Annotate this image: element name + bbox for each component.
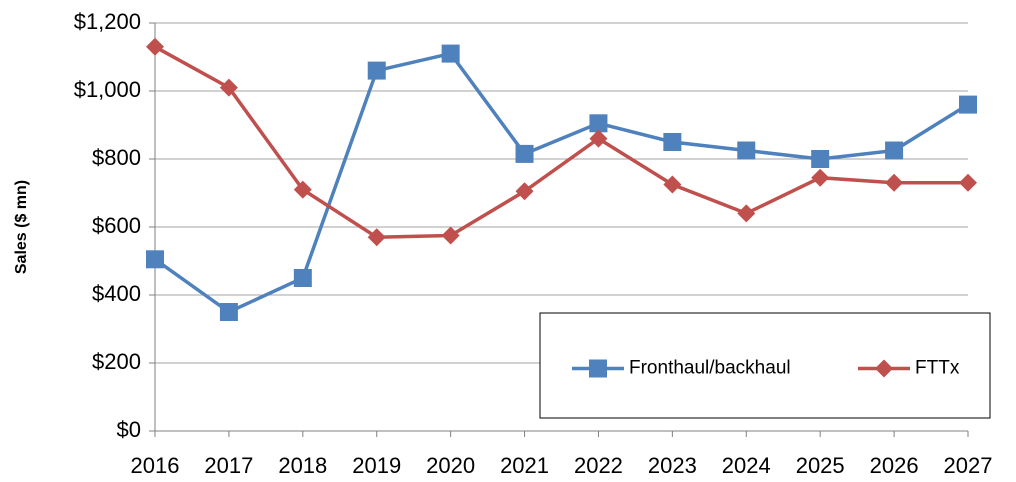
y-tick-label: $400 [92, 281, 141, 306]
x-tick-label: 2019 [352, 453, 401, 478]
marker [885, 173, 904, 192]
marker [959, 95, 977, 114]
marker [293, 180, 312, 199]
marker [811, 150, 830, 168]
marker [959, 173, 977, 192]
legend-label: Fronthaul/backhaul [629, 358, 791, 379]
marker [589, 129, 608, 148]
series-line [154, 45, 968, 239]
marker [367, 228, 386, 247]
x-tick-label: 2021 [500, 453, 549, 478]
marker [875, 359, 893, 378]
y-tick-label: $800 [92, 145, 141, 170]
marker [146, 37, 164, 56]
marker [737, 141, 756, 160]
y-axis-label: Sales ($ mn) [13, 180, 30, 274]
marker [737, 204, 756, 223]
series-line [153, 51, 969, 315]
x-tick-label: 2018 [278, 453, 327, 478]
x-tick-label: 2023 [648, 453, 697, 478]
marker [589, 359, 607, 378]
legend-label: FTTx [915, 358, 960, 379]
y-tick-label: $1,200 [74, 9, 141, 34]
marker [515, 144, 534, 163]
marker [589, 114, 608, 133]
x-tick-label: 2020 [426, 453, 475, 478]
x-tick-label: 2027 [944, 453, 993, 478]
y-tick-label: $0 [117, 417, 141, 442]
x-tick-label: 2022 [574, 453, 623, 478]
x-tick-label: 2016 [131, 453, 180, 478]
x-tick-label: 2024 [722, 453, 771, 478]
marker [219, 78, 238, 97]
marker [441, 44, 460, 63]
marker [663, 133, 682, 151]
y-tick-label: $600 [92, 213, 141, 238]
y-tick-label: $1,000 [74, 77, 141, 102]
x-tick-label: 2026 [870, 453, 919, 478]
marker [293, 269, 312, 287]
x-tick-label: 2025 [796, 453, 845, 478]
marker [367, 61, 386, 80]
marker [515, 182, 534, 201]
marker [811, 168, 830, 187]
y-tick-label: $200 [92, 349, 141, 374]
marker [885, 141, 904, 160]
marker [146, 250, 164, 269]
x-tick-label: 2017 [204, 453, 253, 478]
marker [441, 226, 460, 245]
legend-box [539, 312, 991, 419]
marker [663, 175, 682, 194]
marker [219, 303, 238, 321]
